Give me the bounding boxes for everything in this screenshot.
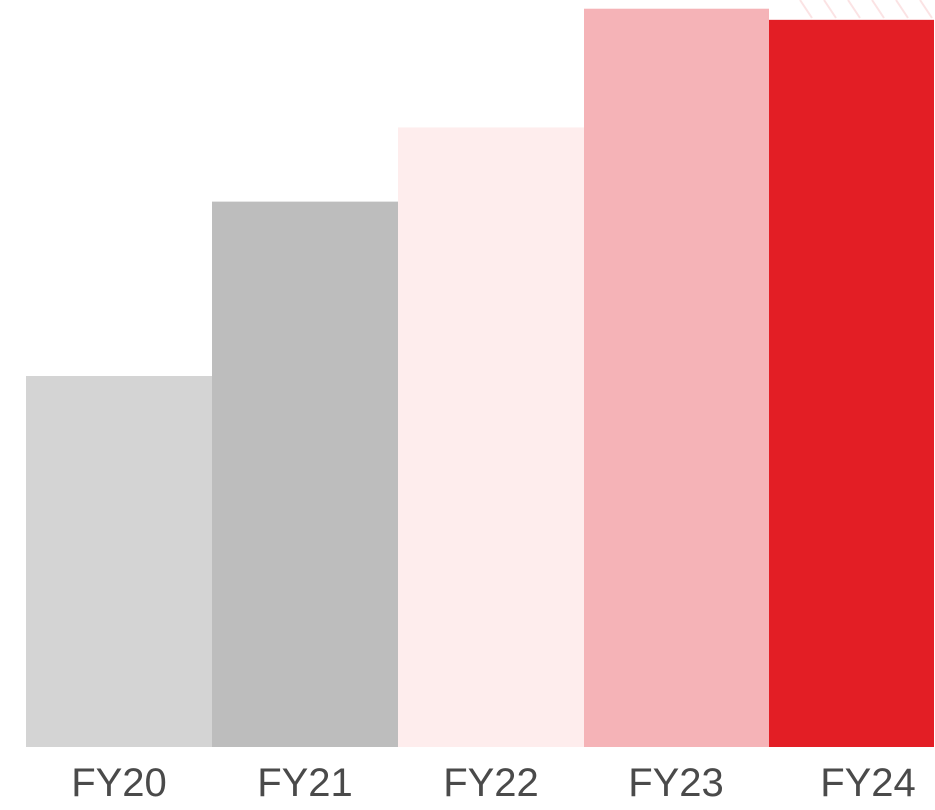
bar-fy21 xyxy=(212,201,398,747)
decorative-stripe xyxy=(847,0,861,19)
bar-fy22 xyxy=(398,127,584,748)
bar-fy24 xyxy=(769,19,934,747)
x-tick-label-fy24: FY24 xyxy=(820,761,916,805)
decorative-stripe xyxy=(799,0,813,19)
decorative-stripes xyxy=(799,0,933,19)
decorative-stripe xyxy=(871,0,885,19)
x-tick-label-fy23: FY23 xyxy=(628,761,724,805)
x-tick-labels: FY20 FY21 FY22 FY23 FY24 xyxy=(71,761,916,805)
x-tick-label-fy21: FY21 xyxy=(257,761,353,805)
bars-group xyxy=(26,8,934,748)
bar-fy23 xyxy=(584,8,769,747)
decorative-stripe xyxy=(823,0,837,19)
decorative-stripe xyxy=(919,0,933,19)
x-tick-label-fy20: FY20 xyxy=(71,761,167,805)
bar-fy20 xyxy=(26,376,212,747)
decorative-stripe xyxy=(895,0,909,19)
x-tick-label-fy22: FY22 xyxy=(443,761,539,805)
